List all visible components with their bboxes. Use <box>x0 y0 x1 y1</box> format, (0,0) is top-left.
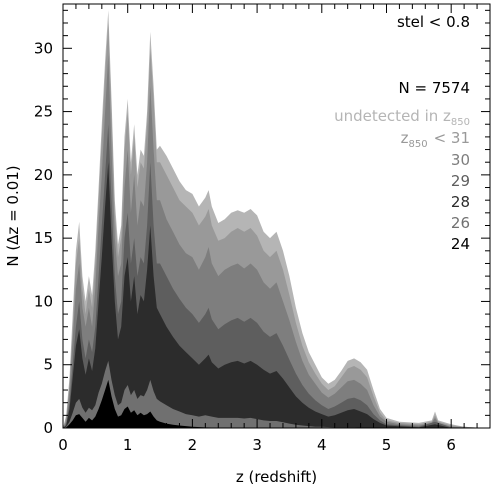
x-axis-title: z (redshift) <box>236 468 317 486</box>
x-tick-label: 4 <box>317 436 327 454</box>
y-tick-label: 30 <box>34 39 53 57</box>
y-tick-label: 15 <box>34 229 53 247</box>
x-tick-label: 0 <box>58 436 68 454</box>
legend-undetected-text: undetected in z <box>334 107 451 125</box>
x-tick-label: 2 <box>188 436 198 454</box>
series-area-4 <box>63 162 484 428</box>
x-tick-label: 3 <box>252 436 262 454</box>
series-area-6 <box>63 379 484 428</box>
stel-annotation: stel < 0.8 <box>397 13 470 31</box>
legend-level-24: 24 <box>451 235 470 253</box>
plot-frame <box>62 3 491 429</box>
y-tick-label: 25 <box>34 103 53 121</box>
legend-level-28: 28 <box>451 193 470 211</box>
series-area-5 <box>63 360 484 428</box>
legend-undetected: undetected in z850 <box>334 107 470 128</box>
axis-ticks: 0 1 2 3 4 5 6 0 5 10 15 20 25 30 <box>34 4 491 454</box>
count-annotation: N = 7574 <box>399 79 471 97</box>
y-tick-label: 5 <box>43 356 53 374</box>
legend-level-30: 30 <box>451 151 470 169</box>
y-tick-label: 10 <box>34 292 53 310</box>
y-axis-title: N (Δz = 0.01) <box>4 165 22 266</box>
legend-z31-value: < 31 <box>434 129 470 147</box>
legend-levels: 30 29 28 26 24 <box>451 151 470 253</box>
x-tick-label: 5 <box>382 436 392 454</box>
series-areas <box>63 10 484 429</box>
x-tick-label: 6 <box>446 436 456 454</box>
legend-undetected-subscript: 850 <box>451 117 470 128</box>
legend-level-29: 29 <box>451 172 470 190</box>
y-tick-label: 0 <box>43 419 53 437</box>
legend-level-26: 26 <box>451 214 470 232</box>
y-tick-label: 20 <box>34 166 53 184</box>
legend-z31: z850 < 31 <box>401 129 470 150</box>
legend-z31-subscript: 850 <box>408 139 427 150</box>
x-tick-label: 1 <box>123 436 133 454</box>
legend-z31-z: z <box>401 129 409 147</box>
annotations: stel < 0.8 N = 7574 undetected in z850 z… <box>334 13 470 253</box>
